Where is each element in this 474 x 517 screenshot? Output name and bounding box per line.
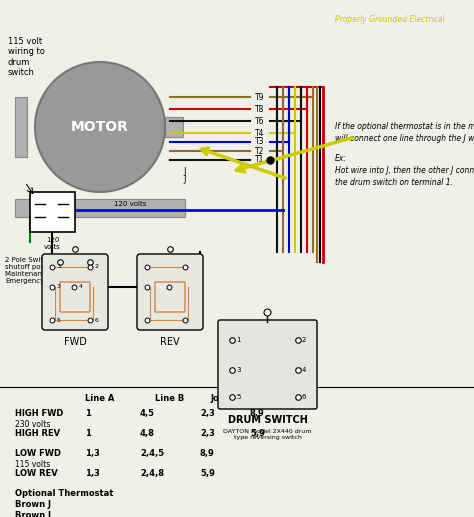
Text: will connect one line through the J wires.: will connect one line through the J wire… [335, 134, 474, 143]
Text: 2: 2 [302, 337, 306, 343]
Text: the drum switch on terminal 1.: the drum switch on terminal 1. [335, 178, 453, 187]
Text: T1: T1 [255, 156, 264, 164]
Text: 5,9: 5,9 [250, 429, 265, 438]
Text: HIGH FWD: HIGH FWD [15, 409, 64, 418]
Text: Optional Thermostat: Optional Thermostat [15, 489, 113, 498]
FancyBboxPatch shape [137, 254, 203, 330]
Text: T6: T6 [255, 116, 264, 126]
Text: Brown J: Brown J [15, 500, 51, 509]
Text: 120 volts: 120 volts [114, 201, 146, 207]
Text: 6: 6 [95, 317, 99, 323]
Text: 5: 5 [236, 394, 240, 400]
Text: 2,4,5: 2,4,5 [140, 449, 164, 458]
Text: J: J [184, 168, 186, 176]
Text: 8,9: 8,9 [200, 449, 215, 458]
Text: J: J [184, 175, 186, 184]
Text: 1: 1 [85, 429, 91, 438]
Text: T4: T4 [255, 129, 264, 138]
Text: 2,4,8: 2,4,8 [140, 469, 164, 478]
Text: Properly Grounded Electrical: Properly Grounded Electrical [335, 15, 445, 24]
Text: 1: 1 [85, 409, 91, 418]
Text: 6: 6 [302, 394, 307, 400]
Text: 1: 1 [236, 337, 240, 343]
Text: DRUM SWITCH: DRUM SWITCH [228, 415, 308, 425]
Text: DAYTON model 2X440 drum
type reversing switch: DAYTON model 2X440 drum type reversing s… [223, 429, 312, 440]
Text: If the optional thermostat is in the motor, you: If the optional thermostat is in the mot… [335, 122, 474, 131]
Text: Line B: Line B [155, 394, 184, 403]
Text: T9: T9 [255, 93, 264, 101]
Text: 3: 3 [236, 367, 240, 373]
Text: 8,9: 8,9 [250, 409, 265, 418]
Text: LOW FWD: LOW FWD [15, 449, 61, 458]
Text: REV: REV [160, 337, 180, 347]
Text: T3: T3 [255, 138, 264, 146]
Text: 115 volts: 115 volts [15, 460, 50, 469]
Bar [15, 97, 27, 157]
Text: 5: 5 [57, 317, 61, 323]
Text: 2 Pole Switch to
shutoff power for
Maintenance or
Emergency: 2 Pole Switch to shutoff power for Maint… [5, 257, 65, 284]
Text: Ex:: Ex: [335, 154, 347, 163]
Text: 1: 1 [57, 265, 61, 269]
Text: 2: 2 [95, 265, 99, 269]
Text: 4: 4 [79, 284, 83, 290]
FancyBboxPatch shape [42, 254, 108, 330]
Text: Hot wire into J, then the other J connects to: Hot wire into J, then the other J connec… [335, 166, 474, 175]
Text: HIGH REV: HIGH REV [15, 429, 60, 438]
Text: T2: T2 [255, 146, 264, 156]
Text: 5,9: 5,9 [200, 469, 215, 478]
Text: LOW REV: LOW REV [15, 469, 58, 478]
Bar [30, 192, 75, 232]
Text: 3: 3 [57, 284, 61, 290]
Text: T8: T8 [255, 104, 264, 114]
Bar [15, 199, 185, 217]
Circle shape [35, 62, 165, 192]
Text: 1,3: 1,3 [85, 469, 100, 478]
Text: 2,3: 2,3 [200, 409, 215, 418]
Text: 2,3: 2,3 [200, 429, 215, 438]
Text: Line A: Line A [85, 394, 114, 403]
Text: Join: Join [260, 394, 278, 403]
Text: Brown J: Brown J [15, 511, 51, 517]
FancyBboxPatch shape [218, 320, 317, 409]
Text: 4,8: 4,8 [140, 429, 155, 438]
Bar [165, 117, 183, 137]
Text: 4,5: 4,5 [140, 409, 155, 418]
Text: 120
volts: 120 volts [44, 237, 61, 250]
Text: MOTOR: MOTOR [71, 120, 129, 134]
Text: Join: Join [210, 394, 228, 403]
Text: 230 volts: 230 volts [15, 420, 50, 429]
Text: 4: 4 [302, 367, 306, 373]
Text: 115 volt
wiring to
drum
switch: 115 volt wiring to drum switch [8, 37, 45, 77]
Text: FWD: FWD [64, 337, 86, 347]
Text: 1,3: 1,3 [85, 449, 100, 458]
